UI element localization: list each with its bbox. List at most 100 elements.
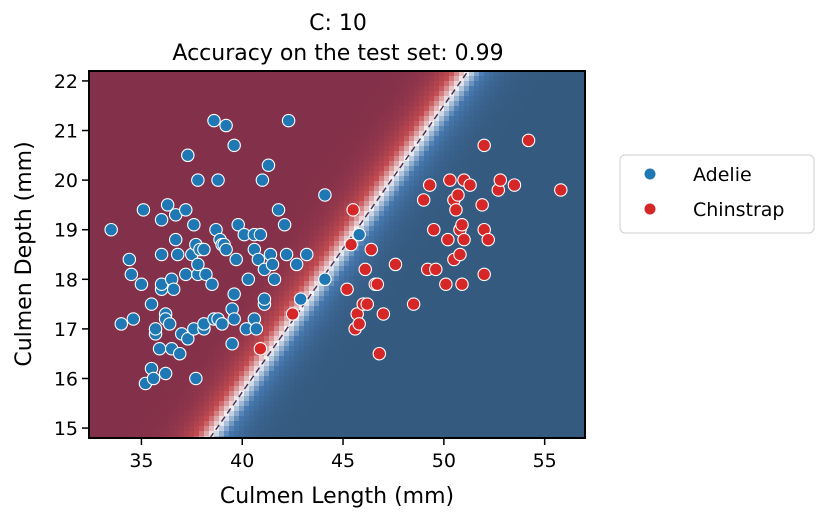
region-cell (294, 211, 300, 217)
region-cell (254, 96, 260, 102)
region-cell (329, 116, 335, 122)
region-cell (329, 186, 335, 192)
region-cell (304, 151, 310, 157)
region-cell (309, 286, 315, 292)
region-cell (449, 286, 455, 292)
region-cell (244, 76, 250, 82)
region-cell (524, 241, 530, 247)
region-cell (239, 216, 245, 222)
region-cell (304, 226, 310, 232)
region-cell (494, 251, 500, 257)
region-cell (524, 231, 530, 237)
region-cell (139, 271, 145, 277)
region-cell (219, 271, 225, 277)
region-cell (444, 261, 450, 267)
region-cell (234, 171, 240, 177)
region-cell (514, 286, 520, 292)
region-cell (164, 111, 170, 117)
region-cell (179, 241, 185, 247)
region-cell (159, 241, 165, 247)
region-cell (569, 211, 575, 217)
region-cell (364, 186, 370, 192)
region-cell (249, 221, 255, 227)
region-cell (389, 251, 395, 257)
region-cell (474, 306, 480, 312)
region-cell (234, 231, 240, 237)
region-cell (564, 291, 570, 297)
region-cell (129, 206, 135, 212)
region-cell (409, 171, 415, 177)
region-cell (369, 136, 375, 142)
region-cell (489, 86, 495, 92)
region-cell (564, 116, 570, 122)
region-cell (369, 161, 375, 167)
region-cell (294, 191, 300, 197)
region-cell (154, 246, 160, 252)
region-cell (94, 246, 100, 252)
region-cell (349, 256, 355, 262)
region-cell (324, 116, 330, 122)
region-cell (534, 261, 540, 267)
region-cell (374, 266, 380, 272)
region-cell (484, 316, 490, 322)
region-cell (369, 271, 375, 277)
region-cell (379, 251, 385, 257)
region-cell (524, 81, 530, 87)
region-cell (394, 316, 400, 322)
region-cell (569, 241, 575, 247)
region-cell (89, 96, 95, 102)
region-cell (219, 106, 225, 112)
region-cell (534, 296, 540, 302)
region-cell (324, 106, 330, 112)
region-cell (344, 306, 350, 312)
region-cell (354, 141, 360, 147)
region-cell (499, 146, 505, 152)
region-cell (219, 156, 225, 162)
region-cell (349, 126, 355, 132)
region-cell (179, 91, 185, 97)
region-cell (339, 301, 345, 307)
region-cell (104, 161, 110, 167)
region-cell (149, 276, 155, 282)
region-cell (94, 256, 100, 262)
region-cell (119, 71, 125, 77)
region-cell (184, 131, 190, 137)
region-cell (514, 81, 520, 87)
region-cell (419, 311, 425, 317)
region-cell (89, 221, 95, 227)
region-cell (524, 116, 530, 122)
region-cell (469, 301, 475, 307)
region-cell (199, 191, 205, 197)
region-cell (524, 131, 530, 137)
region-cell (444, 96, 450, 102)
region-cell (94, 151, 100, 157)
region-cell (179, 81, 185, 87)
region-cell (489, 301, 495, 307)
region-cell (99, 81, 105, 87)
region-cell (219, 76, 225, 82)
region-cell (554, 151, 560, 157)
region-cell (234, 86, 240, 92)
region-cell (234, 266, 240, 272)
region-cell (469, 76, 475, 82)
region-cell (364, 76, 370, 82)
region-cell (294, 151, 300, 157)
region-cell (524, 246, 530, 252)
region-cell (459, 101, 465, 107)
region-cell (229, 231, 235, 237)
region-cell (309, 221, 315, 227)
region-cell (454, 76, 460, 82)
region-cell (259, 221, 265, 227)
region-cell (494, 301, 500, 307)
region-cell (259, 111, 265, 117)
region-cell (409, 251, 415, 257)
region-cell (544, 296, 550, 302)
region-cell (574, 86, 580, 92)
region-cell (309, 121, 315, 127)
region-cell (574, 291, 580, 297)
region-cell (99, 211, 105, 217)
region-cell (314, 96, 320, 102)
region-cell (274, 71, 280, 77)
region-cell (369, 176, 375, 182)
region-cell (459, 156, 465, 162)
